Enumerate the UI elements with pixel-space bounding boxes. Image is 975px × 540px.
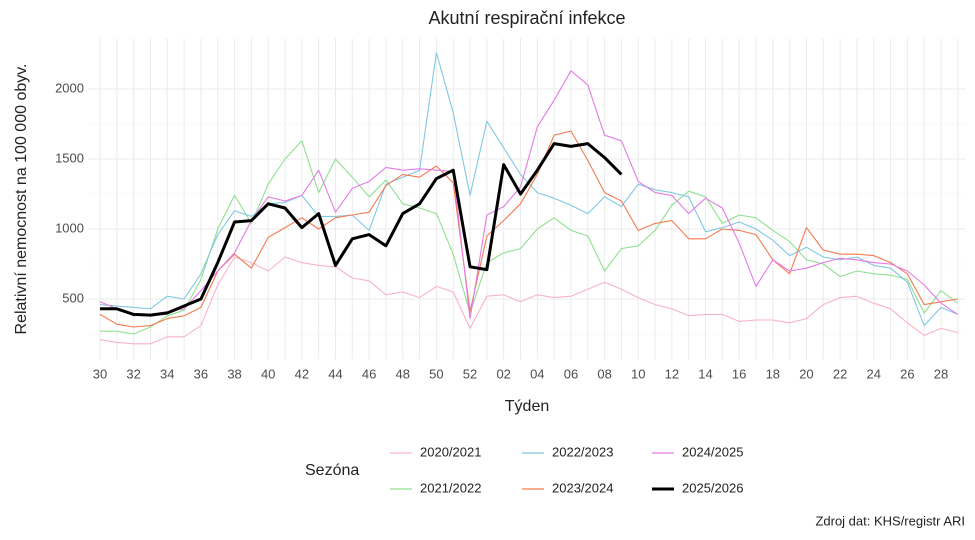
y-axis-label: Relativní nemocnost na 100 000 obyv.: [13, 64, 30, 335]
y-tick-label: 2000: [55, 80, 84, 95]
x-tick-label: 26: [900, 367, 914, 382]
legend-label: 2025/2026: [682, 480, 743, 495]
x-tick-label: 28: [934, 367, 948, 382]
x-tick-label: 16: [732, 367, 746, 382]
chart-title: Akutní respirační infekce: [428, 8, 625, 28]
legend-label: 2021/2022: [420, 480, 481, 495]
y-tick-label: 1500: [55, 150, 84, 165]
x-tick-label: 08: [597, 367, 611, 382]
x-tick-label: 22: [833, 367, 847, 382]
series-line: [99, 130, 958, 328]
x-tick-label: 32: [126, 367, 140, 382]
legend-label: 2022/2023: [552, 444, 613, 459]
series-line: [99, 256, 958, 345]
series-line: [100, 142, 623, 317]
x-tick-label: 34: [160, 367, 174, 382]
x-tick-label: 14: [698, 367, 712, 382]
series-line: [100, 140, 959, 335]
x-tick-label: 48: [396, 367, 410, 382]
x-tick-label: 46: [362, 367, 376, 382]
x-tick-label: 30: [93, 367, 107, 382]
x-tick-label: 24: [866, 367, 880, 382]
y-tick-label: 1000: [55, 220, 84, 235]
caption: Zdroj dat: KHS/registr ARI: [815, 513, 965, 528]
x-tick-label: 44: [328, 367, 342, 382]
x-tick-label: 40: [261, 367, 275, 382]
x-tick-label: 52: [463, 367, 477, 382]
plot-area: [88, 38, 966, 360]
x-tick-label: 10: [631, 367, 645, 382]
x-tick-label: 38: [227, 367, 241, 382]
legend-label: 2024/2025: [682, 444, 743, 459]
legend-title: Sezóna: [305, 462, 359, 479]
x-tick-label: 06: [564, 367, 578, 382]
y-tick-label: 500: [62, 290, 84, 305]
x-axis-label: Týden: [505, 398, 549, 415]
x-tick-label: 02: [496, 367, 510, 382]
x-tick-label: 18: [766, 367, 780, 382]
x-tick-label: 42: [295, 367, 309, 382]
x-tick-label: 50: [429, 367, 443, 382]
series-line: [99, 70, 959, 320]
legend-label: 2020/2021: [420, 444, 481, 459]
x-tick-label: 36: [194, 367, 208, 382]
x-tick-label: 20: [799, 367, 813, 382]
x-tick-label: 12: [665, 367, 679, 382]
x-tick-label: 04: [530, 367, 544, 382]
legend-label: 2023/2024: [552, 480, 613, 495]
